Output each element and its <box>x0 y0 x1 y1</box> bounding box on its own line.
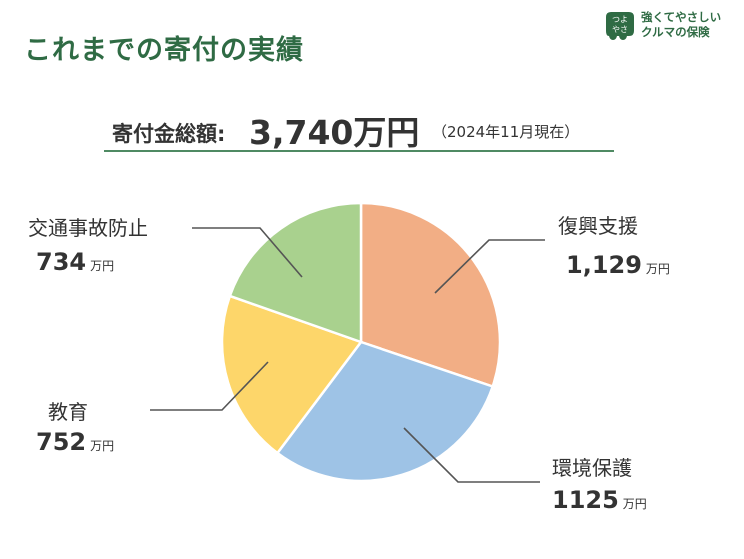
slice-label-4: 交通事故防止 <box>28 216 148 240</box>
slice-value-2: 1125 万円 <box>552 486 647 514</box>
total-donation: 寄付金総額: 3,740万円 （2024年11月現在） <box>104 104 614 152</box>
pie-slice-1 <box>359 201 502 389</box>
pie-slice-4 <box>228 201 363 344</box>
slice-value-unit: 万円 <box>90 259 115 273</box>
slice-label-2: 環境保護 <box>552 456 632 480</box>
slice-value-number: 752 <box>36 428 87 456</box>
slice-value-1: 1,129 万円 <box>566 251 670 279</box>
brand-logo: つよ やさ 強くてやさしい クルマの保険 <box>603 8 739 42</box>
logo-line1: 強くてやさしい <box>641 10 722 24</box>
total-date: （2024年11月現在） <box>432 123 580 141</box>
slice-value-number: 734 <box>36 248 87 276</box>
leader-line-2 <box>403 427 540 483</box>
slice-value-unit: 万円 <box>90 439 115 453</box>
slice-value-number: 1,129 <box>566 251 642 279</box>
pie-slice-2 <box>275 340 495 483</box>
total-label: 寄付金総額: <box>112 122 226 146</box>
page-title: これまでの寄付の実績 <box>24 35 304 66</box>
slice-value-unit: 万円 <box>645 262 670 276</box>
pie-slice-3 <box>220 294 364 455</box>
slice-value-number: 1125 <box>552 486 619 514</box>
slice-value-3: 752 万円 <box>36 428 114 456</box>
slice-label-1: 復興支援 <box>558 214 638 238</box>
leader-line-4 <box>192 227 303 278</box>
leader-line-3 <box>150 361 269 411</box>
slice-value-4: 734 万円 <box>36 248 114 276</box>
total-value: 3,740万円 <box>249 113 420 152</box>
slice-label-3: 教育 <box>48 400 88 424</box>
logo-line2: クルマの保険 <box>641 25 710 39</box>
logo-mark-top: つよ <box>612 15 628 24</box>
logo-mark-bottom: やさ <box>612 25 628 34</box>
slice-value-unit: 万円 <box>622 497 647 511</box>
car-logo-icon: つよ やさ <box>606 12 634 40</box>
leader-line-1 <box>434 239 545 294</box>
